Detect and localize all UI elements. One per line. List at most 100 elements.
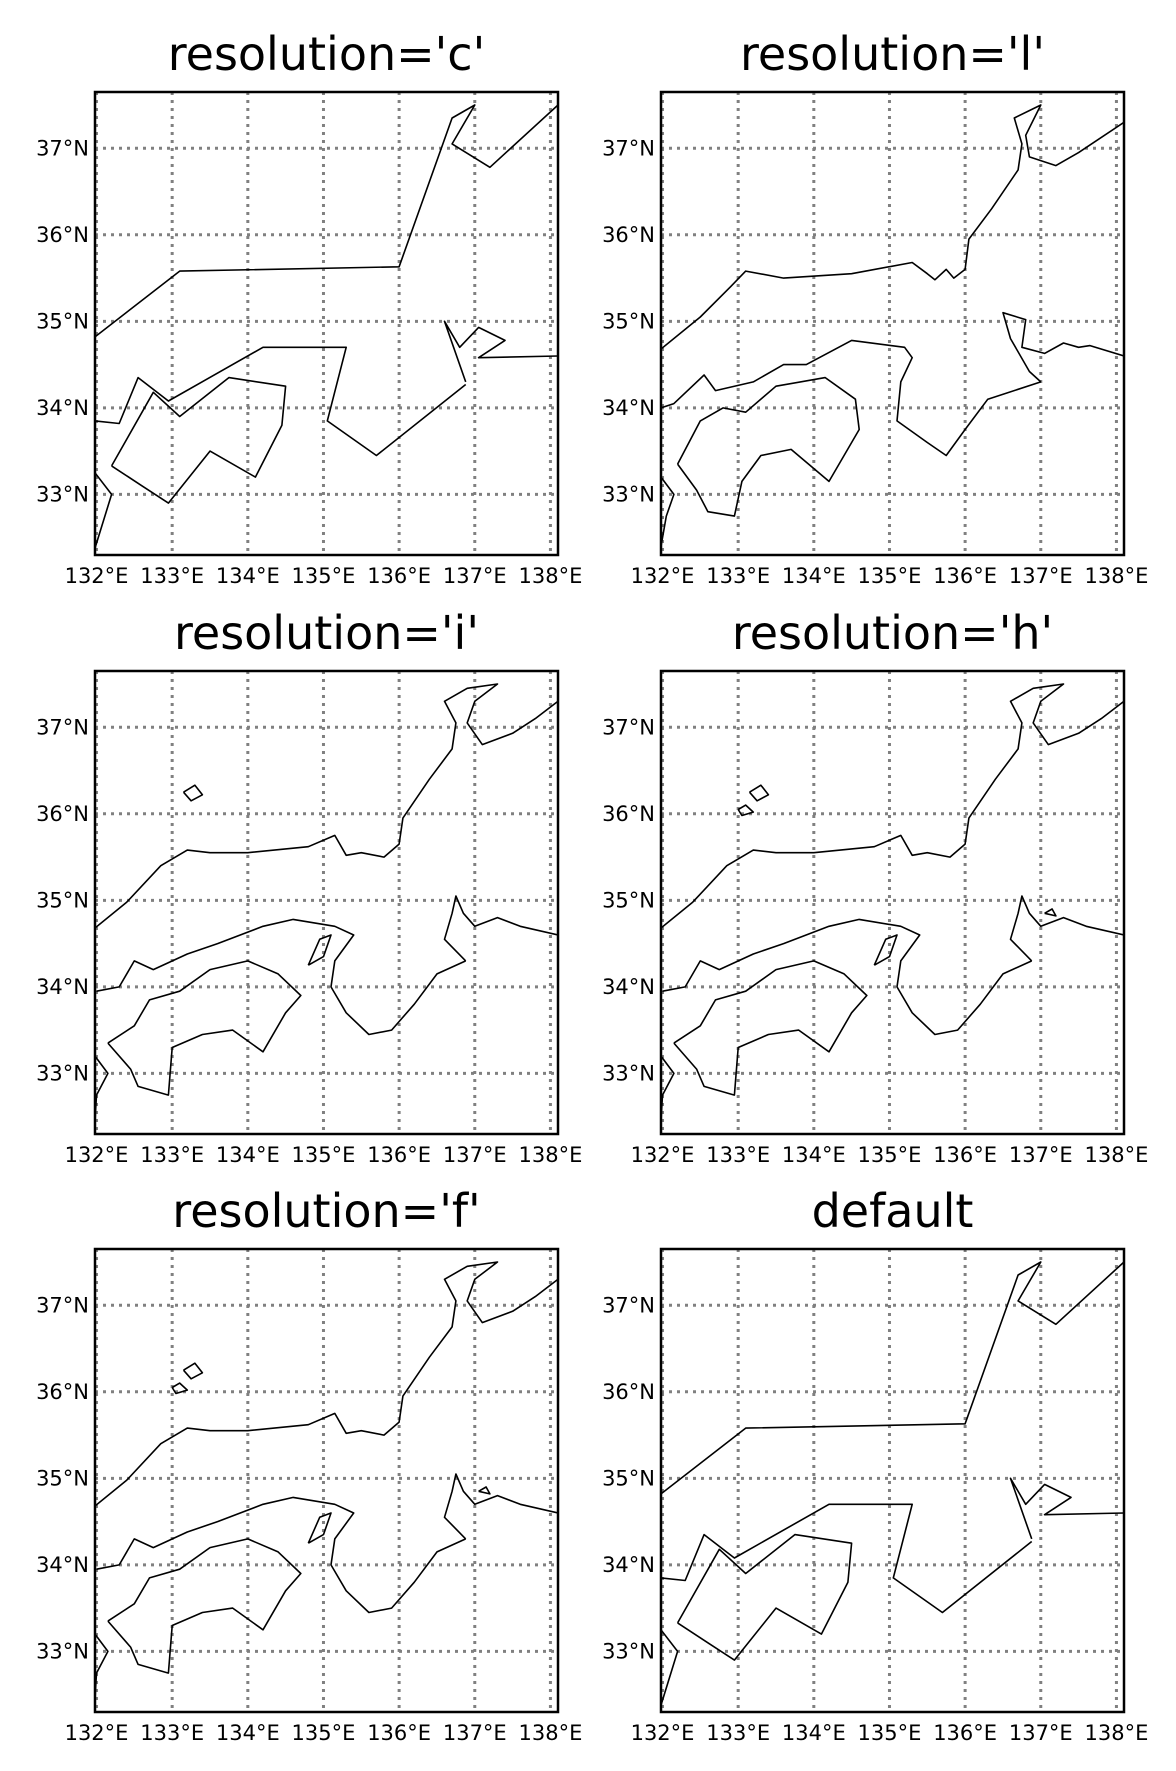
map-panel-4: resolution='f' 33°N 34°N 35°N 36°N 37°N 132°E 1… xyxy=(36,1184,582,1745)
coastline-shikoku xyxy=(107,960,302,1096)
coastline-awaji xyxy=(873,934,898,966)
coastline-kansai xyxy=(443,320,558,383)
lat-tick-label: 35°N xyxy=(36,888,89,912)
coastline-kyushu xyxy=(661,476,675,547)
map-area xyxy=(661,1249,1124,1712)
coastline-kii xyxy=(661,339,1042,457)
lon-tick-label: 132°E xyxy=(65,1143,129,1167)
lat-tick-label: 34°N xyxy=(36,975,89,999)
coastline-honshu xyxy=(95,104,558,338)
lon-tick-label: 138°E xyxy=(519,564,583,588)
coastline-oki2 xyxy=(737,804,755,817)
panel-title: resolution='c' xyxy=(168,27,486,81)
lat-tick-label: 37°N xyxy=(36,715,89,739)
map-area xyxy=(661,671,1124,1134)
coastline-honshu xyxy=(661,1261,1124,1495)
coastline-honshu xyxy=(95,1261,558,1507)
lat-tick-label: 37°N xyxy=(36,1293,89,1317)
lon-tick-label: 132°E xyxy=(631,564,695,588)
lat-tick-label: 34°N xyxy=(602,396,655,420)
coastline-small xyxy=(1044,908,1057,917)
lat-tick-label: 34°N xyxy=(602,975,655,999)
coastline-kansai xyxy=(1009,1477,1124,1540)
lon-tick-label: 136°E xyxy=(933,564,997,588)
lon-tick-label: 137°E xyxy=(443,564,507,588)
coastline-small xyxy=(478,1486,491,1495)
coastline-awaji xyxy=(307,934,332,966)
lat-tick-label: 35°N xyxy=(602,888,655,912)
coastline-kyushu xyxy=(95,472,113,549)
lon-tick-label: 133°E xyxy=(140,564,204,588)
lon-tick-label: 132°E xyxy=(65,564,129,588)
lon-tick-label: 134°E xyxy=(216,564,280,588)
coastline-shikoku xyxy=(676,1533,853,1661)
coastline-shikoku xyxy=(676,376,861,517)
lon-tick-label: 138°E xyxy=(519,1721,583,1745)
lat-tick-label: 37°N xyxy=(36,136,89,160)
lat-tick-label: 36°N xyxy=(602,1380,655,1404)
map-panel-0: resolution='c' 33°N 34°N 35°N 36°N 37°N 132°E 1… xyxy=(36,27,582,588)
lon-tick-label: 136°E xyxy=(933,1143,997,1167)
coastline-kii xyxy=(95,346,467,457)
coastline-honshu xyxy=(661,104,1124,350)
lon-tick-label: 134°E xyxy=(782,1143,846,1167)
lon-tick-label: 135°E xyxy=(858,564,922,588)
map-frame xyxy=(659,669,1126,1136)
lat-tick-label: 34°N xyxy=(602,1553,655,1577)
coastline-awaji xyxy=(307,1512,332,1544)
lon-tick-label: 137°E xyxy=(1009,1721,1073,1745)
lon-tick-label: 135°E xyxy=(292,1143,356,1167)
coastline-kii xyxy=(96,1496,467,1614)
lon-tick-label: 136°E xyxy=(367,564,431,588)
map-panel-3: resolution='h' 33°N 34°N 35°N 36°N 37°N 132°E 1… xyxy=(602,606,1148,1167)
coastline-shikoku xyxy=(110,376,287,504)
lat-tick-label: 36°N xyxy=(36,223,89,247)
lon-tick-label: 138°E xyxy=(1085,564,1149,588)
lon-tick-label: 137°E xyxy=(443,1143,507,1167)
coastline-kansai xyxy=(443,1473,558,1540)
coastline-honshu xyxy=(661,683,1124,929)
coastline-oki xyxy=(748,784,770,802)
panel-title: default xyxy=(812,1184,974,1238)
lon-tick-label: 134°E xyxy=(216,1721,280,1745)
lon-tick-label: 135°E xyxy=(292,1721,356,1745)
lat-tick-label: 33°N xyxy=(602,482,655,506)
lon-tick-label: 136°E xyxy=(367,1721,431,1745)
map-panel-1: resolution='l' 33°N 34°N 35°N 36°N 37°N 132°E 1… xyxy=(602,27,1148,588)
coastline-shikoku xyxy=(673,960,868,1096)
lat-tick-label: 37°N xyxy=(602,1293,655,1317)
coastline-kii xyxy=(96,918,467,1036)
lat-tick-label: 33°N xyxy=(36,1061,89,1085)
lon-tick-label: 137°E xyxy=(1009,1143,1073,1167)
map-frame xyxy=(659,90,1126,557)
lon-tick-label: 134°E xyxy=(782,564,846,588)
map-area xyxy=(95,671,558,1134)
lat-tick-label: 36°N xyxy=(36,1380,89,1404)
map-area xyxy=(95,1249,558,1712)
lat-tick-label: 35°N xyxy=(602,309,655,333)
map-frame xyxy=(659,1247,1126,1714)
lon-tick-label: 134°E xyxy=(782,1721,846,1745)
panel-title: resolution='f' xyxy=(172,1184,480,1238)
lon-tick-label: 133°E xyxy=(706,564,770,588)
lon-tick-label: 133°E xyxy=(706,1143,770,1167)
lat-tick-label: 34°N xyxy=(36,396,89,420)
coastline-kii xyxy=(661,1503,1033,1614)
lat-tick-label: 37°N xyxy=(602,715,655,739)
coastline-kii xyxy=(662,918,1033,1036)
lon-tick-label: 133°E xyxy=(140,1721,204,1745)
lat-tick-label: 36°N xyxy=(36,802,89,826)
lon-tick-label: 134°E xyxy=(216,1143,280,1167)
coastline-oki xyxy=(182,1362,204,1380)
lat-tick-label: 35°N xyxy=(602,1466,655,1490)
coastline-oki2 xyxy=(171,1382,189,1395)
coastline-kansai xyxy=(1009,895,1124,962)
lon-tick-label: 138°E xyxy=(1085,1721,1149,1745)
lon-tick-label: 132°E xyxy=(65,1721,129,1745)
map-frame xyxy=(93,669,560,1136)
panel-title: resolution='h' xyxy=(732,606,1053,660)
lat-tick-label: 36°N xyxy=(602,802,655,826)
lon-tick-label: 136°E xyxy=(933,1721,997,1745)
panel-title: resolution='i' xyxy=(174,606,479,660)
